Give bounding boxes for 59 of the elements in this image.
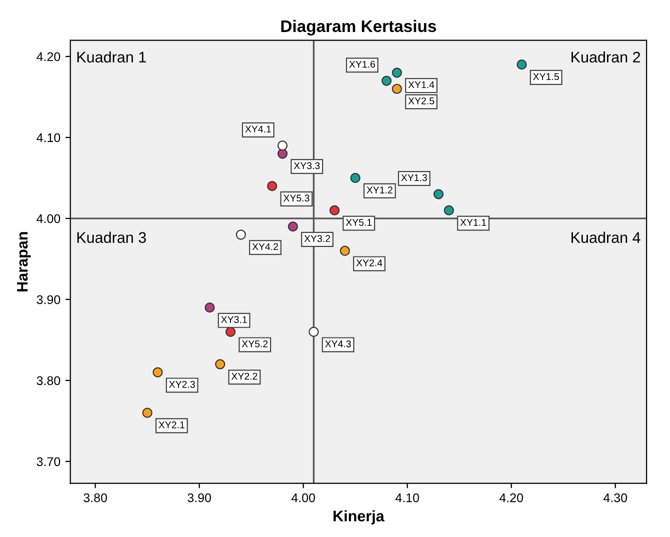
point	[215, 359, 226, 370]
x-tick-label: 4.30	[603, 493, 628, 502]
annotation: XY1.5	[533, 73, 559, 80]
annotation: Kuadran 2	[572, 51, 640, 63]
annotation: XY4.3	[325, 340, 351, 348]
point	[288, 222, 298, 232]
y-tick-label: 3.80	[36, 376, 60, 386]
point	[340, 246, 350, 256]
annotation: XY1.4	[408, 81, 434, 88]
annotation: XY2.1	[158, 421, 184, 428]
annotation: XY1.3	[401, 174, 427, 182]
point	[142, 408, 152, 418]
x-tick-label: 3.80	[84, 493, 107, 502]
annotation: XY4.1	[245, 126, 271, 132]
annotation: XY1.1	[460, 219, 486, 226]
point	[392, 68, 402, 78]
x-axis-title: Kinerja	[334, 510, 384, 524]
point	[329, 205, 340, 216]
point	[225, 326, 236, 337]
y-axis-title: Harapan	[17, 232, 31, 292]
point	[277, 148, 288, 159]
annotation: XY2.3	[169, 380, 195, 388]
annotation: XY1.2	[366, 186, 392, 194]
annotation: XY5.3	[283, 194, 310, 202]
point	[236, 230, 246, 240]
point	[381, 76, 392, 86]
annotation: XY1.6	[349, 60, 375, 68]
x-tick-label: 4.00	[291, 493, 316, 502]
point	[267, 181, 278, 192]
chart-title: Diagaram Kertasius	[281, 20, 436, 36]
annotation: XY3.3	[294, 162, 320, 170]
point	[516, 60, 527, 70]
point	[204, 302, 215, 313]
annotation: Kuadran 1	[77, 51, 146, 63]
annotation: XY4.2	[252, 243, 278, 250]
point	[392, 84, 402, 94]
point	[277, 140, 288, 151]
point	[350, 172, 360, 184]
annotation: Kuadran 3	[77, 232, 146, 243]
y-tick-label: 3.90	[36, 295, 60, 304]
y-tick-label: 4.10	[36, 133, 60, 142]
annotation: Kuadran 4	[572, 232, 640, 243]
x-tick-label: 3.90	[188, 493, 211, 502]
y-tick-label: 3.70	[36, 457, 60, 466]
annotation: XY5.2	[242, 340, 268, 348]
annotation: XY3.2	[304, 235, 330, 242]
annotation: XY3.1	[221, 316, 247, 324]
y-tick-label: 4.00	[36, 214, 60, 224]
y-tick-label: 4.20	[36, 52, 60, 62]
annotation: XY2.4	[356, 259, 382, 266]
x-tick-label: 4.20	[499, 493, 524, 502]
point	[433, 189, 444, 200]
point	[308, 326, 319, 337]
annotation: XY2.2	[231, 372, 258, 380]
point	[152, 367, 163, 378]
point	[444, 205, 454, 216]
annotation: XY5.1	[346, 219, 372, 226]
x-tick-label: 4.10	[395, 493, 420, 502]
annotation: XY2.5	[408, 97, 434, 104]
